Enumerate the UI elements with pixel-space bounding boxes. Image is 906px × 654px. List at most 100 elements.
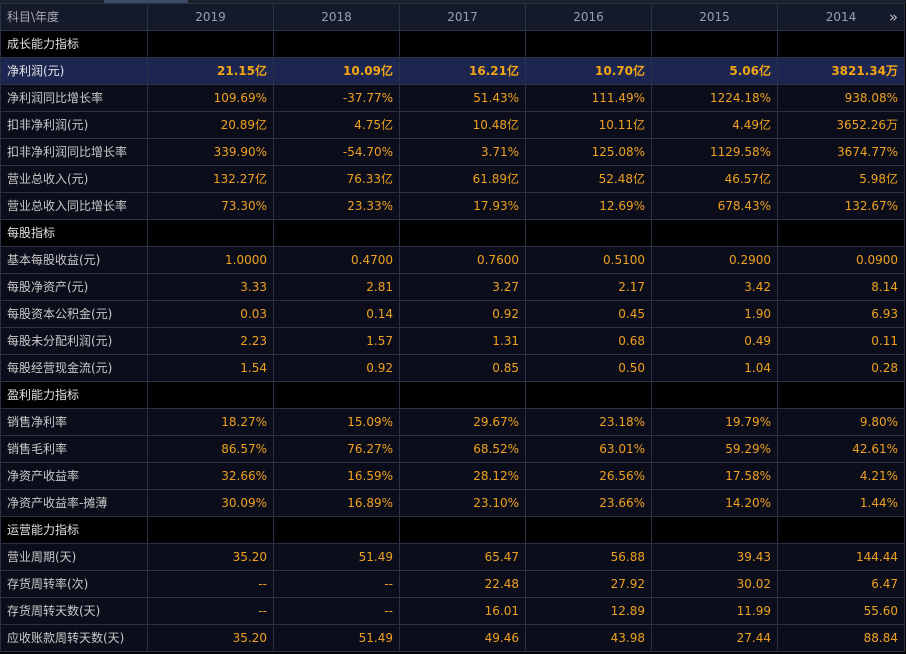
value-cell: 1.31 (399, 327, 526, 355)
empty-cell (651, 219, 778, 247)
value-cell: 1.57 (273, 327, 400, 355)
value-cell: 0.5100 (525, 246, 652, 274)
table-row[interactable]: 基本每股收益(元) 1.0000 0.4700 0.7600 0.5100 0.2900 0… (0, 246, 905, 274)
value-cell: 6.47 (777, 570, 905, 598)
value-cell: 0.11 (777, 327, 905, 355)
table-row[interactable]: 净资产收益率 32.66% 16.59% 28.12% 26.56% 17.58% 4.21… (0, 462, 905, 490)
table-row[interactable]: 每股净资产(元) 3.33 2.81 3.27 2.17 3.42 8.14 (0, 273, 905, 301)
row-label: 每股经营现金流(元) (0, 354, 148, 382)
empty-cell (525, 381, 652, 409)
value-cell: 0.0900 (777, 246, 905, 274)
value-cell: 51.49 (273, 624, 400, 652)
value-cell: 3821.34万 (777, 57, 905, 85)
row-label: 每股资本公积金(元) (0, 300, 148, 328)
year-column-header[interactable]: 2019 (147, 3, 274, 31)
table-row[interactable]: 每股经营现金流(元) 1.54 0.92 0.85 0.50 1.04 0.28 (0, 354, 905, 382)
value-cell: -- (147, 597, 274, 625)
row-label: 净资产收益率 (0, 462, 148, 490)
value-cell: 88.84 (777, 624, 905, 652)
empty-cell (777, 219, 905, 247)
table-row[interactable]: 扣非净利润同比增长率 339.90% -54.70% 3.71% 125.08% 1129… (0, 138, 905, 166)
table-row[interactable]: 销售毛利率 86.57% 76.27% 68.52% 63.01% 59.29% 42.61… (0, 435, 905, 463)
value-cell: 10.11亿 (525, 111, 652, 139)
value-cell: 15.09% (273, 408, 400, 436)
row-label: 销售净利率 (0, 408, 148, 436)
value-cell: 49.46 (399, 624, 526, 652)
section-header-row: 成长能力指标 (0, 30, 905, 58)
value-cell: 55.60 (777, 597, 905, 625)
value-cell: 16.01 (399, 597, 526, 625)
value-cell: 12.89 (525, 597, 652, 625)
value-cell: 43.98 (525, 624, 652, 652)
double-chevron-right-icon[interactable]: » (888, 8, 898, 26)
value-cell: 111.49% (525, 84, 652, 112)
value-cell: -- (273, 570, 400, 598)
empty-cell (273, 219, 400, 247)
table-row[interactable]: 存货周转率(次) -- -- 22.48 27.92 30.02 6.47 (0, 570, 905, 598)
row-label: 营业总收入(元) (0, 165, 148, 193)
value-cell: 938.08% (777, 84, 905, 112)
year-column-header[interactable]: 2014 » (777, 3, 905, 31)
empty-cell (651, 381, 778, 409)
value-cell: 65.47 (399, 543, 526, 571)
empty-cell (273, 381, 400, 409)
value-cell: 23.10% (399, 489, 526, 517)
value-cell: 39.43 (651, 543, 778, 571)
year-label: 2015 (699, 10, 730, 24)
value-cell: 0.92 (273, 354, 400, 382)
table-row[interactable]: 净利润同比增长率 109.69% -37.77% 51.43% 111.49% 1224.… (0, 84, 905, 112)
year-column-header[interactable]: 2016 (525, 3, 652, 31)
value-cell: 1.90 (651, 300, 778, 328)
table-row[interactable]: 净利润(元) 21.15亿 10.09亿 16.21亿 10.70亿 5.06亿 3821.… (0, 57, 905, 85)
value-cell: 32.66% (147, 462, 274, 490)
value-cell: 76.33亿 (273, 165, 400, 193)
table-row[interactable]: 营业总收入同比增长率 73.30% 23.33% 17.93% 12.69% 678.43… (0, 192, 905, 220)
value-cell: 16.21亿 (399, 57, 526, 85)
table-row[interactable]: 每股未分配利润(元) 2.23 1.57 1.31 0.68 0.49 0.11 (0, 327, 905, 355)
row-label: 扣非净利润同比增长率 (0, 138, 148, 166)
value-cell: 10.70亿 (525, 57, 652, 85)
value-cell: 11.99 (651, 597, 778, 625)
value-cell: 29.67% (399, 408, 526, 436)
corner-label: 科目\年度 (0, 3, 148, 31)
value-cell: 0.49 (651, 327, 778, 355)
value-cell: 20.89亿 (147, 111, 274, 139)
empty-cell (147, 219, 274, 247)
row-label: 扣非净利润(元) (0, 111, 148, 139)
value-cell: 339.90% (147, 138, 274, 166)
value-cell: 2.17 (525, 273, 652, 301)
table-row[interactable]: 营业总收入(元) 132.27亿 76.33亿 61.89亿 52.48亿 46.57亿 5… (0, 165, 905, 193)
year-column-header[interactable]: 2015 (651, 3, 778, 31)
section-title: 盈利能力指标 (0, 381, 148, 409)
value-cell: 46.57亿 (651, 165, 778, 193)
table-row[interactable]: 每股资本公积金(元) 0.03 0.14 0.92 0.45 1.90 6.93 (0, 300, 905, 328)
year-column-header[interactable]: 2018 (273, 3, 400, 31)
year-label: 2016 (573, 10, 604, 24)
value-cell: 0.68 (525, 327, 652, 355)
table-row[interactable]: 净资产收益率-摊薄 30.09% 16.89% 23.10% 23.66% 14.20% 1… (0, 489, 905, 517)
value-cell: 0.28 (777, 354, 905, 382)
top-tab-strip (0, 0, 906, 3)
value-cell: 3.33 (147, 273, 274, 301)
empty-cell (147, 381, 274, 409)
value-cell: 9.80% (777, 408, 905, 436)
table-row[interactable]: 应收账款周转天数(天) 35.20 51.49 49.46 43.98 27.44 88.8… (0, 624, 905, 652)
value-cell: 0.2900 (651, 246, 778, 274)
value-cell: 28.12% (399, 462, 526, 490)
table-row[interactable]: 扣非净利润(元) 20.89亿 4.75亿 10.48亿 10.11亿 4.49亿 3652… (0, 111, 905, 139)
value-cell: -- (273, 597, 400, 625)
value-cell: 10.09亿 (273, 57, 400, 85)
value-cell: 0.45 (525, 300, 652, 328)
value-cell: 23.33% (273, 192, 400, 220)
value-cell: 68.52% (399, 435, 526, 463)
value-cell: 27.44 (651, 624, 778, 652)
table-row[interactable]: 销售净利率 18.27% 15.09% 29.67% 23.18% 19.79% 9.80% (0, 408, 905, 436)
table-row[interactable]: 营业周期(天) 35.20 51.49 65.47 56.88 39.43 144.44 (0, 543, 905, 571)
value-cell: 4.75亿 (273, 111, 400, 139)
value-cell: 5.98亿 (777, 165, 905, 193)
table-row[interactable]: 存货周转天数(天) -- -- 16.01 12.89 11.99 55.60 (0, 597, 905, 625)
value-cell: 51.43% (399, 84, 526, 112)
value-cell: 21.15亿 (147, 57, 274, 85)
year-column-header[interactable]: 2017 (399, 3, 526, 31)
value-cell: 10.48亿 (399, 111, 526, 139)
